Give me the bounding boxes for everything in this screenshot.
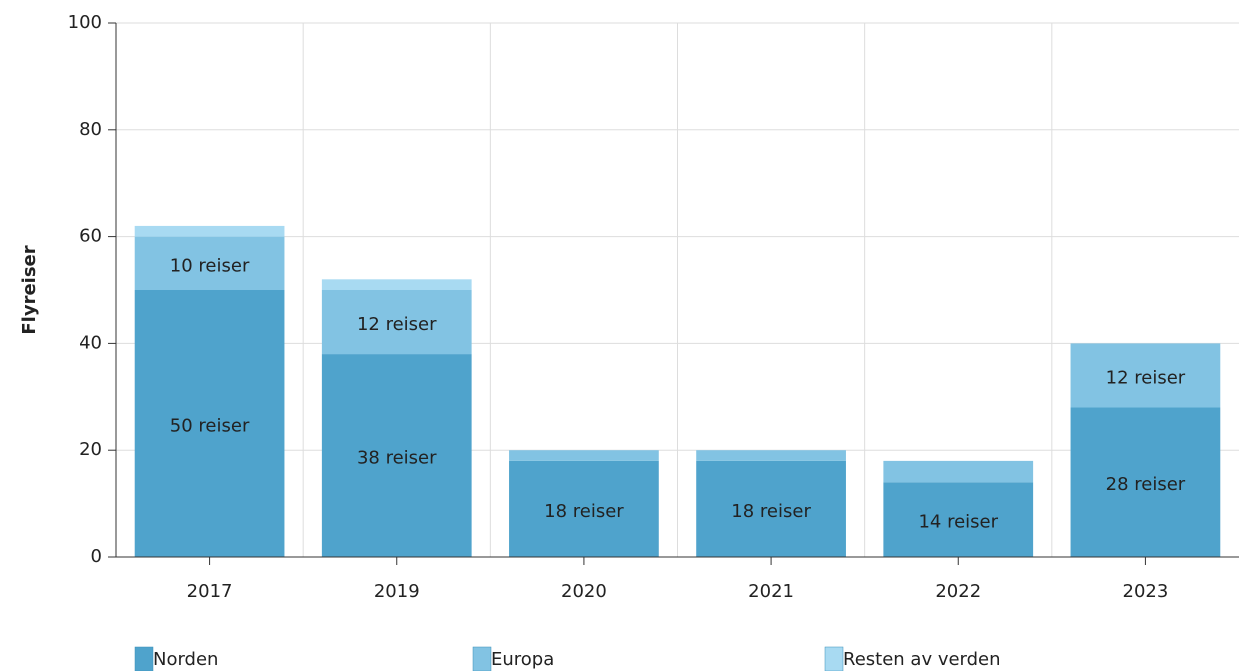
legend-swatch	[472, 646, 492, 671]
data-label: 38 reiser	[357, 448, 437, 469]
data-label: 14 reiser	[918, 512, 998, 533]
bar-segment	[321, 290, 472, 355]
x-tick-label: 2017	[187, 581, 233, 602]
x-tick-label: 2020	[561, 581, 607, 602]
bar-segment	[321, 279, 472, 290]
legend-swatch	[134, 646, 154, 671]
legend-label: Europa	[491, 649, 554, 670]
y-tick-label: 0	[91, 546, 102, 567]
bar-segment	[696, 450, 846, 461]
bar-segment	[134, 236, 285, 290]
data-label: 50 reiser	[170, 416, 250, 437]
x-tick-label: 2021	[748, 581, 794, 602]
y-tick-label: 60	[79, 226, 102, 247]
data-label: 12 reiser	[357, 314, 437, 335]
bar-segment	[696, 460, 846, 557]
bar-segment	[134, 225, 285, 237]
y-tick-label: 20	[79, 439, 102, 460]
data-label: 10 reiser	[170, 255, 250, 276]
x-tick-label: 2022	[935, 581, 981, 602]
x-tick-label: 2023	[1123, 581, 1169, 602]
bar-segment	[883, 482, 1034, 557]
y-tick-label: 40	[79, 332, 102, 353]
bar-segment	[509, 460, 659, 557]
bar-segment	[134, 290, 285, 557]
data-label: 28 reiser	[1106, 474, 1186, 495]
legend-swatch	[824, 646, 844, 671]
bar-segment	[321, 354, 472, 557]
bar-segment	[1070, 407, 1221, 557]
bar-segment	[509, 450, 659, 461]
bar-segment	[883, 460, 1034, 483]
legend-label: Norden	[153, 649, 218, 670]
data-label: 12 reiser	[1106, 367, 1186, 388]
legend-label: Resten av verden	[843, 649, 1001, 670]
y-tick-label: 100	[68, 12, 102, 33]
y-tick-label: 80	[79, 119, 102, 140]
x-tick-label: 2019	[374, 581, 420, 602]
y-axis-label: Flyreiser	[19, 245, 40, 334]
bar-segment	[1070, 343, 1221, 408]
data-label: 18 reiser	[544, 501, 624, 522]
data-label: 18 reiser	[731, 501, 811, 522]
